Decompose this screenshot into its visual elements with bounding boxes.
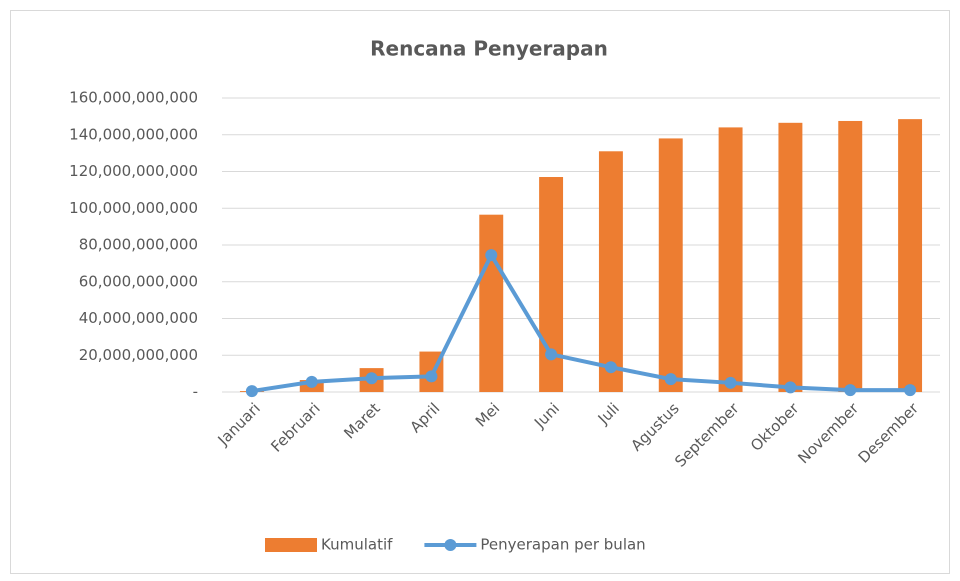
bar [598,151,623,392]
point [245,385,258,398]
point [664,373,677,386]
bar [479,214,504,392]
y-tick-label: 140,000,000,000 [69,125,198,143]
y-tick-label: 80,000,000,000 [79,236,198,254]
y-tick-label: 100,000,000,000 [69,199,198,217]
chart-title: Rencana Penyerapan [370,37,608,61]
point [604,361,617,374]
bar [539,177,564,392]
legend-swatch [444,539,457,551]
point [365,372,378,385]
point [425,370,438,383]
legend-label: Penyerapan per bulan [480,536,645,554]
y-tick-label: - [193,383,198,401]
legend-label: Kumulatif [321,536,393,554]
y-tick-label: 20,000,000,000 [79,346,198,364]
bar [658,138,683,392]
bar [718,127,743,393]
point [305,375,318,388]
bar [898,119,923,392]
point [724,376,737,389]
line [251,253,911,394]
point [844,384,857,397]
y-tick-label: 160,000,000,000 [69,89,198,107]
y-tick-label: 60,000,000,000 [79,272,198,290]
point [545,348,558,361]
legend-swatch [265,538,317,552]
y-tick-label: 120,000,000,000 [69,162,198,180]
bar [778,122,803,393]
point [485,249,498,262]
point [904,384,917,397]
bar [838,120,863,392]
point [784,381,797,394]
y-tick-label: 40,000,000,000 [79,309,198,327]
